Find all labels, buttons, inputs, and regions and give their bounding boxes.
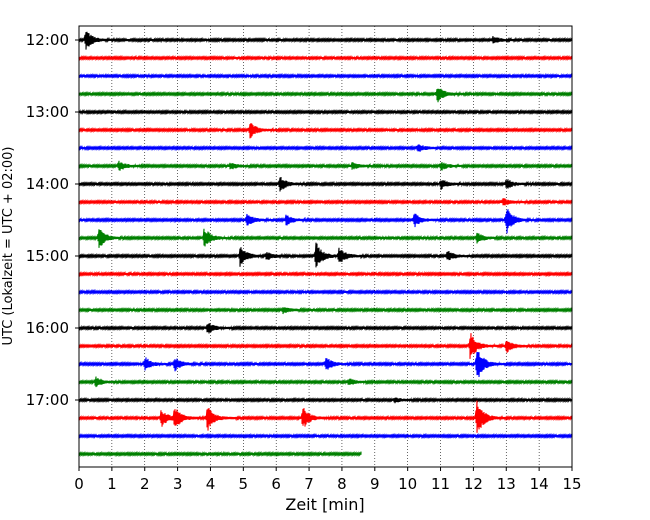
seismogram-trace: [78, 31, 573, 50]
x-tick-label: 7: [304, 475, 314, 493]
trace-layer: [78, 31, 573, 458]
seismogram-trace: [78, 306, 573, 315]
seismogram-trace: [78, 242, 573, 268]
x-tick-label: 11: [431, 475, 450, 493]
plot-frame: [78, 25, 573, 468]
seismogram-trace: [78, 198, 573, 206]
seismogram-trace: [78, 176, 573, 192]
seismogram-trace: [78, 160, 573, 171]
x-tick-label: 14: [530, 475, 549, 493]
y-tick-label: 16:00: [26, 319, 69, 337]
seismogram-trace: [78, 288, 573, 296]
seismogram-trace: [78, 108, 573, 116]
seismogram-trace: [78, 72, 573, 80]
x-tick-label: 12: [464, 475, 483, 493]
seismogram-trace: [78, 228, 573, 248]
seismogram-trace: [78, 54, 573, 62]
y-tick-label: 14:00: [26, 175, 69, 193]
seismogram-trace: [78, 376, 573, 388]
seismogram-trace: [78, 270, 573, 278]
x-tick-label: 6: [271, 475, 281, 493]
y-axis-title: UTC (Lokalzeit = UTC + 02:00): [1, 147, 16, 346]
seismogram-trace: [78, 450, 362, 458]
x-tick-label: 4: [206, 475, 216, 493]
y-tick-label: 17:00: [26, 391, 69, 409]
seismogram-trace: [78, 396, 573, 404]
x-tick-label: 0: [74, 475, 84, 493]
x-tick-label: 9: [370, 475, 380, 493]
y-tick-label: 15:00: [26, 247, 69, 265]
x-tick-label: 13: [497, 475, 516, 493]
seismogram-trace: [78, 88, 573, 103]
seismogram-trace: [78, 122, 573, 139]
x-tick-label: 8: [337, 475, 347, 493]
x-axis-title: Zeit [min]: [285, 495, 364, 514]
y-tick-label: 12:00: [26, 31, 69, 49]
y-tick-label: 13:00: [26, 103, 69, 121]
seismogram-trace: [78, 432, 573, 440]
seismogram-trace: [78, 209, 573, 234]
x-tick-label: 2: [140, 475, 150, 493]
x-tick-label: 3: [173, 475, 183, 493]
seismogram-trace: [78, 333, 573, 359]
x-tick-label: 15: [562, 475, 581, 493]
x-tick-label: 10: [398, 475, 417, 493]
x-axis-ticks: 0 1 2 3 4 5 6 7 8 9 10 11 12 13 14 15: [74, 467, 582, 493]
seismogram-trace: [78, 351, 573, 378]
x-tick-label: 5: [239, 475, 249, 493]
seismogram-trace: [78, 400, 573, 433]
y-axis-ticks: 12:00 13:00 14:00 15:00 16:00 17:00: [26, 31, 79, 409]
x-tick-label: 1: [107, 475, 117, 493]
seismogram-trace: [78, 144, 573, 152]
seismogram-trace: [78, 323, 573, 334]
